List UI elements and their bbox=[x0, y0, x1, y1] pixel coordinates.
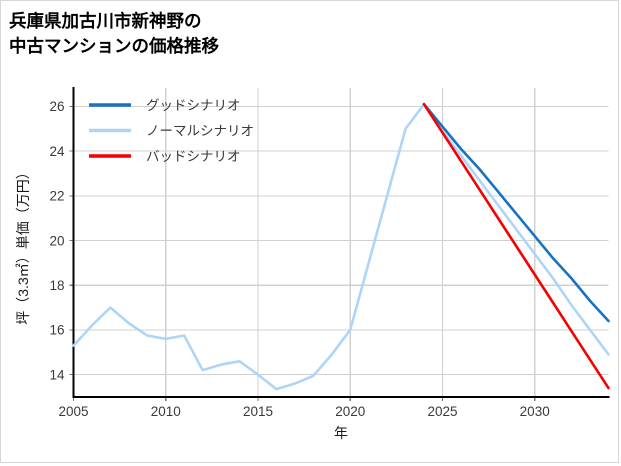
y-tick-label: 14 bbox=[49, 367, 65, 382]
legend-label-2: バッドシナリオ bbox=[146, 149, 241, 164]
series-line-0 bbox=[422, 102, 610, 323]
y-tick-labels: 14 16 18 20 22 24 26 bbox=[49, 99, 65, 382]
y-tick-label: 20 bbox=[49, 233, 64, 248]
y-axis-title: 坪（3.3㎡）単価（万円） bbox=[15, 165, 31, 324]
series-line-1 bbox=[72, 102, 610, 391]
y-tick-label: 22 bbox=[49, 189, 64, 204]
data-series-group bbox=[72, 102, 610, 391]
x-tick-labels: 2005 2010 2015 2020 2025 2030 bbox=[58, 404, 549, 419]
x-tick-label: 2010 bbox=[151, 404, 181, 419]
y-tick-label: 16 bbox=[49, 323, 64, 338]
x-tick-label: 2025 bbox=[427, 404, 457, 419]
x-tick-label: 2020 bbox=[335, 404, 365, 419]
page-title: 兵庫県加古川市新神野の 中古マンションの価格推移 bbox=[9, 11, 219, 56]
x-tick-label: 2015 bbox=[243, 404, 273, 419]
x-gridlines bbox=[72, 88, 536, 397]
x-tick-label: 2030 bbox=[520, 404, 550, 419]
y-tick-label: 18 bbox=[49, 278, 64, 293]
legend-label-0: グッドシナリオ bbox=[146, 98, 241, 113]
series-line-2 bbox=[422, 102, 610, 390]
y-tick-label: 24 bbox=[49, 144, 65, 159]
legend-label-1: ノーマルシナリオ bbox=[146, 124, 254, 139]
x-tick-label: 2005 bbox=[58, 404, 88, 419]
x-axis-title: 年 bbox=[334, 425, 348, 441]
y-tick-label: 26 bbox=[49, 99, 64, 114]
y-gridlines bbox=[73, 105, 609, 376]
axis-titles: 年 坪（3.3㎡）単価（万円） bbox=[15, 165, 348, 441]
